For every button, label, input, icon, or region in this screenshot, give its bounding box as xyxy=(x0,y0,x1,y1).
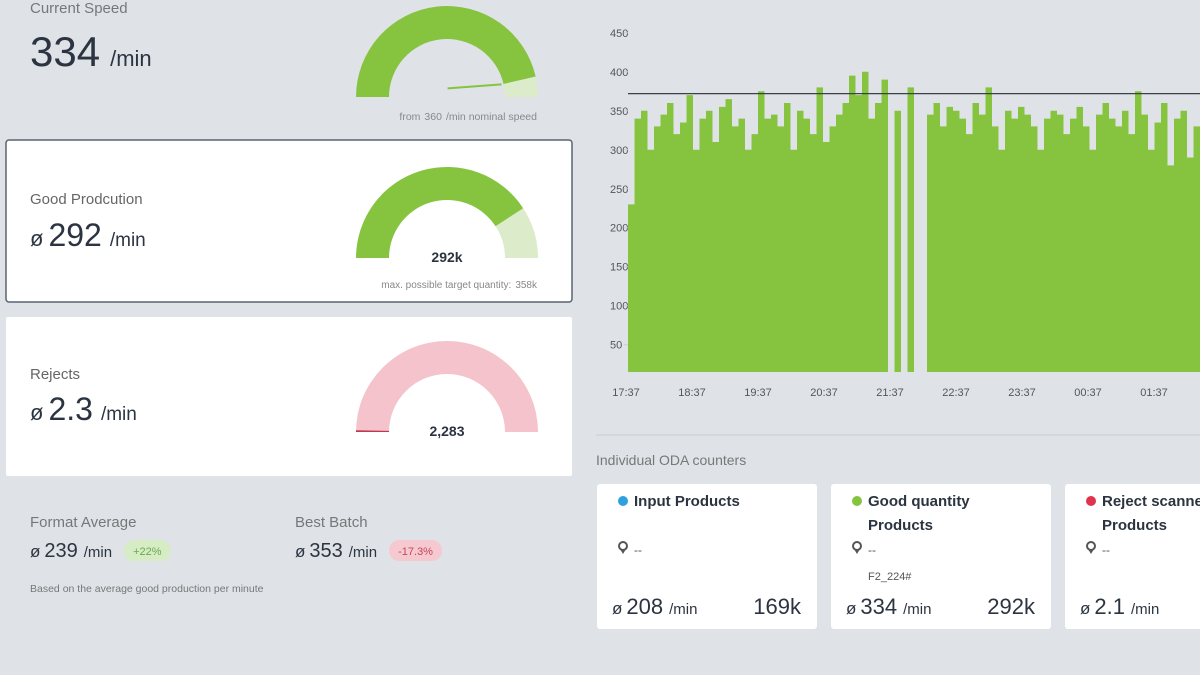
label: -- xyxy=(1102,543,1110,557)
label: 2.1 xyxy=(1094,594,1125,619)
label: 292 xyxy=(48,217,101,253)
y-tick-label: 400 xyxy=(610,67,628,79)
label: Good Prodcution xyxy=(30,191,143,208)
label: 360 xyxy=(424,111,442,123)
label: -- xyxy=(868,543,876,557)
label: Reject scanne xyxy=(1102,493,1200,510)
x-tick-label: 23:37 xyxy=(1008,387,1036,399)
pin-icon xyxy=(854,549,860,554)
gauge-track xyxy=(356,341,538,432)
label: ø xyxy=(612,599,622,618)
y-tick-label: 250 xyxy=(610,184,628,196)
label: -- xyxy=(634,543,642,557)
label: /min xyxy=(110,46,152,71)
label: 358k xyxy=(515,280,538,291)
counter-card[interactable] xyxy=(597,484,817,629)
label: 334 xyxy=(30,28,100,75)
x-tick-label: 20:37 xyxy=(810,387,838,399)
label: /min xyxy=(349,544,377,561)
label: /min nominal speed xyxy=(446,111,537,123)
label: +22% xyxy=(133,546,162,558)
label: ø xyxy=(846,599,856,618)
x-tick-label: 21:37 xyxy=(876,387,904,399)
label: Best Batch xyxy=(295,514,368,531)
label: 334 xyxy=(860,594,897,619)
gauge-track xyxy=(495,208,538,258)
label: F2_224# xyxy=(868,571,912,583)
label: Individual ODA counters xyxy=(596,452,746,468)
status-dot xyxy=(1086,496,1096,506)
label: Input Products xyxy=(634,493,740,510)
label: 353 xyxy=(309,540,342,562)
gauge-fill xyxy=(356,6,536,97)
label: -17.3% xyxy=(398,546,433,558)
x-tick-label: 18:37 xyxy=(678,387,706,399)
y-tick-label: 100 xyxy=(610,301,628,313)
label: /min xyxy=(903,601,931,618)
label: /min xyxy=(669,601,697,618)
x-tick-label: 19:37 xyxy=(744,387,772,399)
y-tick-label: 150 xyxy=(610,262,628,274)
label: /min xyxy=(110,230,146,251)
label: Products xyxy=(1102,517,1167,534)
label: Based on the average good production per… xyxy=(30,583,264,595)
y-tick-label: 450 xyxy=(610,28,628,40)
label: 292k xyxy=(431,249,462,265)
x-tick-label: 17:37 xyxy=(612,387,640,399)
label: 2.3 xyxy=(48,391,92,427)
gauge-fill xyxy=(356,166,524,258)
label: 169k xyxy=(753,594,802,619)
label: ø xyxy=(30,226,43,251)
gauge-track xyxy=(503,76,538,97)
label: /min xyxy=(1131,601,1159,618)
label: ø xyxy=(295,542,305,561)
counter-card[interactable] xyxy=(831,484,1051,629)
label: 239 xyxy=(44,540,77,562)
y-tick-label: 300 xyxy=(610,145,628,157)
label: from xyxy=(399,111,420,123)
gauge-fill xyxy=(356,430,390,432)
pin-icon xyxy=(1088,549,1094,554)
label: Products xyxy=(868,517,933,534)
label: ø xyxy=(30,400,43,425)
label: Current Speed xyxy=(30,0,128,17)
x-tick-label: 00:37 xyxy=(1074,387,1102,399)
label: 208 xyxy=(626,594,663,619)
label: Rejects xyxy=(30,366,80,383)
x-tick-label: 01:37 xyxy=(1140,387,1168,399)
label: /min xyxy=(101,404,137,425)
label: Format Average xyxy=(30,514,136,531)
label: ø xyxy=(30,542,40,561)
y-tick-label: 350 xyxy=(610,106,628,118)
label: max. possible target quantity: xyxy=(381,280,511,291)
badge xyxy=(389,540,442,561)
gauge-needle xyxy=(447,83,502,90)
status-dot xyxy=(852,496,862,506)
y-tick-label: 200 xyxy=(610,223,628,235)
x-tick-label: 22:37 xyxy=(942,387,970,399)
badge xyxy=(124,540,171,561)
label: ø xyxy=(1080,599,1090,618)
label: Good quantity xyxy=(868,493,970,510)
label: 2,283 xyxy=(429,423,464,439)
area xyxy=(628,71,1200,373)
status-dot xyxy=(618,496,628,506)
label: /min xyxy=(84,544,112,561)
counter-card[interactable] xyxy=(1065,484,1200,629)
y-tick-label: 50 xyxy=(610,340,622,352)
label: 292k xyxy=(987,594,1036,619)
pin-icon xyxy=(620,549,626,554)
